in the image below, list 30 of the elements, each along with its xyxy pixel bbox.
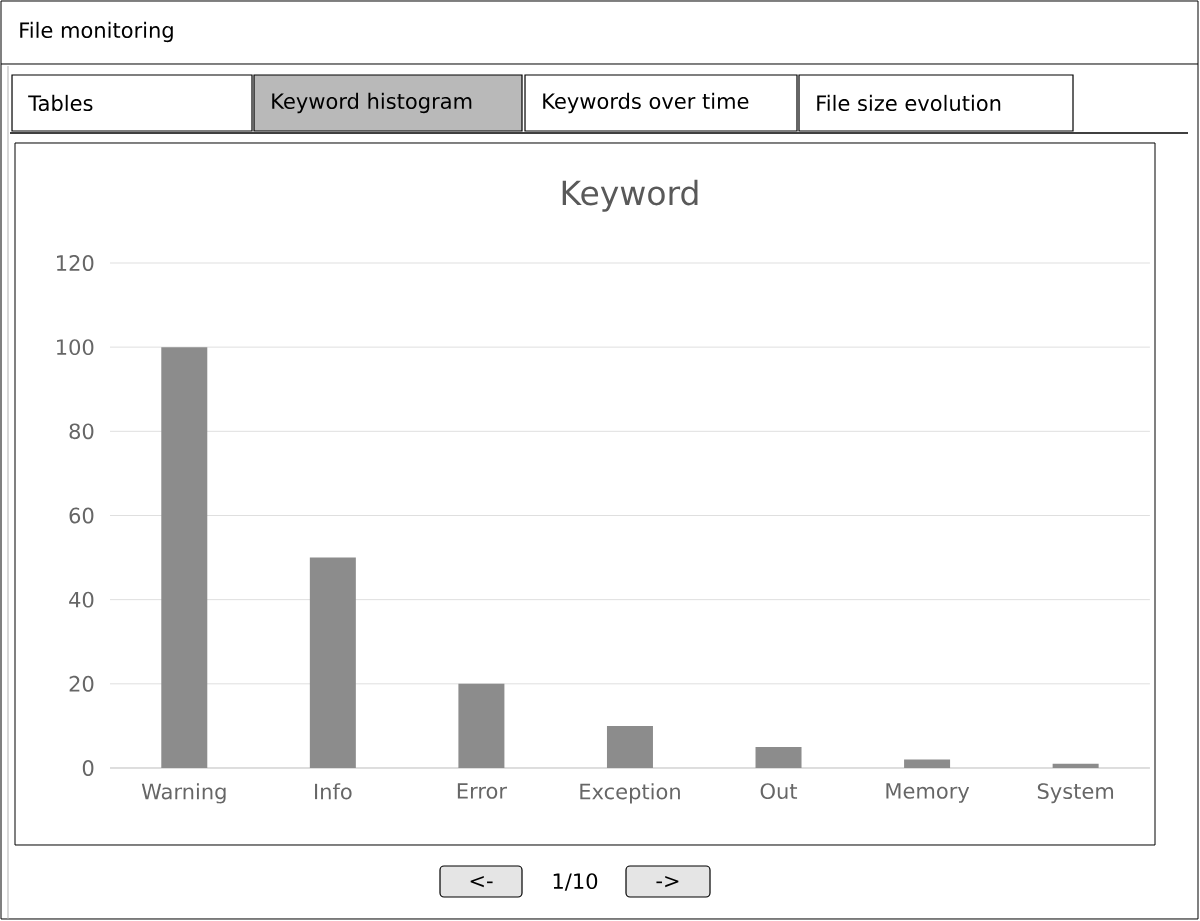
x-tick-label: Error [457,783,508,799]
bar [161,347,208,768]
chart-title: Keyword [562,179,698,212]
x-tick-label: System [1037,783,1114,804]
x-tick-label: Info [315,783,352,800]
x-tick-label: Out [760,783,798,800]
text: -> [656,875,679,888]
text: Tables [28,94,93,112]
text: <- [470,875,493,888]
text: Keywords over time [543,92,749,114]
y-tick-label: 20 [69,675,94,692]
x-tick-label: Warning [141,783,226,804]
bar [458,683,505,768]
y-tick-label: 80 [69,423,94,440]
x-tick-label: Memory [886,783,970,803]
text: Keyword histogram [272,92,472,114]
y-tick-label: 0 [82,760,94,776]
y-tick-label: 40 [69,591,94,608]
text: File size evolution [817,94,1001,112]
text: 1/10 [553,873,598,891]
bar [606,725,653,768]
text: File monitoring [20,21,173,43]
bar [309,557,356,768]
bar [904,759,951,768]
y-tick-label: 100 [57,339,94,356]
bar [1052,763,1099,768]
bar [755,746,802,768]
y-tick-label: 120 [57,255,94,271]
x-tick-label: Exception [580,783,680,804]
y-tick-label: 60 [69,507,94,524]
